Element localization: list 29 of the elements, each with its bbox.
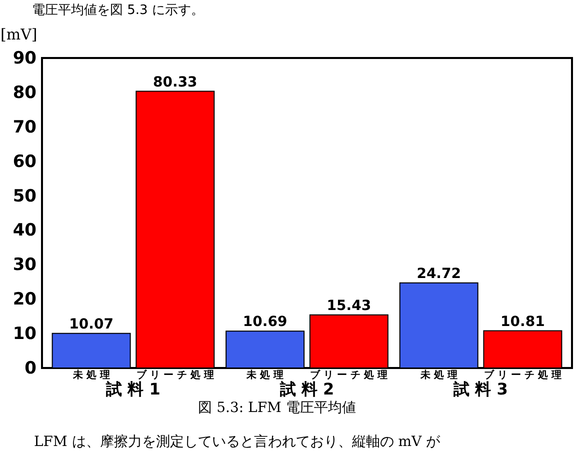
y-tick-label: 40	[12, 220, 37, 241]
x-tick-label: 試 料 3	[452, 380, 508, 398]
series-label: 未 処 理	[72, 369, 110, 381]
data-label: 10.81	[500, 314, 545, 330]
data-label: 24.72	[416, 266, 461, 282]
text: 電圧平均値を図 5.3 に示す。	[32, 3, 204, 18]
text: 未 処 理	[420, 370, 458, 381]
text: 未 処 理	[246, 370, 284, 381]
y-tick-label: 30	[12, 255, 37, 276]
data-label: 10.07	[69, 316, 114, 332]
series-label: ブ リ ー チ 処 理	[136, 369, 214, 381]
x-tick-label: 試 料 1	[105, 380, 160, 398]
caption: 図 5.3: LFM 電圧平均値	[198, 400, 356, 416]
y-tick-label: 20	[12, 290, 37, 310]
y-tick-label: 60	[12, 152, 37, 172]
data-label: 15.43	[326, 298, 372, 314]
y-tick-label: 90	[12, 48, 37, 68]
y-tick-label: 70	[12, 117, 37, 138]
data-label: 80.33	[153, 74, 198, 90]
text: ブ リ ー チ 処 理	[484, 370, 562, 381]
text: ブ リ ー チ 処 理	[310, 370, 388, 381]
text: LFM は、摩擦力を測定していると言われており、縦軸の mV が	[34, 434, 442, 450]
y-tick-label: 80	[12, 82, 37, 103]
y-tick-label: 50	[12, 186, 37, 206]
y-axis-title: [mV]	[0, 26, 38, 44]
x-tick-label: 試 料 2	[278, 380, 334, 398]
y-tick-label: 10	[12, 324, 37, 344]
y-tick-label: 0	[24, 358, 37, 378]
data-label: 10.69	[242, 314, 288, 330]
